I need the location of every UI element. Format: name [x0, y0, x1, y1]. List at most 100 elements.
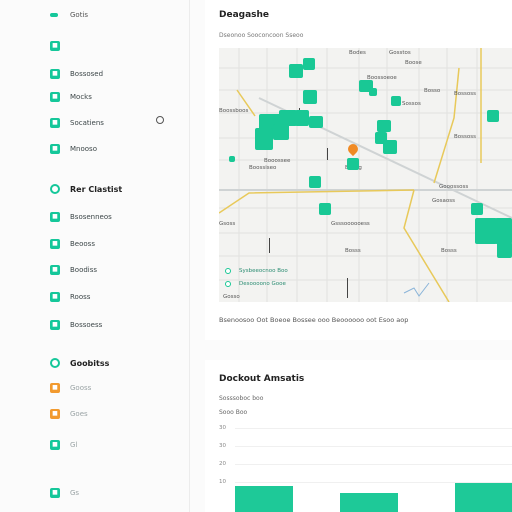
section2-item-label: Gs [70, 489, 80, 497]
section-item-label: Beooss [70, 240, 95, 248]
location-marker[interactable] [369, 88, 377, 96]
location-marker[interactable] [309, 116, 323, 128]
section-item-1[interactable]: ■ Beooss [50, 238, 95, 250]
map-label: Gsoss [219, 221, 236, 227]
y-tick-label: 30 [219, 443, 226, 449]
location-marker[interactable] [279, 110, 297, 126]
location-marker[interactable] [295, 110, 309, 126]
location-marker[interactable] [303, 58, 315, 70]
section-item-2[interactable]: ■ Boodiss [50, 264, 97, 276]
map-label: Bossoss [454, 91, 476, 97]
sidebar-item-label: Socatiens [70, 119, 104, 127]
location-marker[interactable] [497, 242, 512, 258]
bar[interactable] [340, 492, 398, 512]
location-marker[interactable] [391, 96, 401, 106]
section-title: Rer Clastist [70, 184, 123, 194]
section-item-label: Bossoess [70, 321, 103, 329]
location-marker[interactable] [255, 128, 273, 150]
sidebar-item-1[interactable]: ■ Bossosed [50, 68, 103, 80]
gridline [235, 464, 512, 465]
section-item-3[interactable]: ■ Rooss [50, 291, 90, 303]
section2-item-label: Gl [70, 441, 78, 449]
section-item-label: Bsosenneos [70, 213, 112, 221]
stats-panel: Dockout Amsatis Sosssoboc boo Sooo Boo 3… [205, 360, 512, 512]
section2-item-3[interactable]: ■ Gs [50, 487, 79, 499]
stat-text: Sosssoboc boo [219, 395, 264, 402]
square-icon: ■ [50, 409, 60, 419]
stats-title: Dockout Amsatis [219, 374, 305, 384]
section2-title: Goobitss [70, 358, 110, 368]
location-marker[interactable] [471, 203, 483, 215]
sidebar-top-label: Gotis [70, 11, 89, 19]
legend-item: Desoooono Gooe [225, 281, 286, 287]
square-icon: ■ [50, 292, 60, 302]
map-label: Boossboos [219, 108, 249, 114]
location-marker[interactable] [273, 124, 289, 140]
map-label: Sossos [402, 101, 421, 107]
square-icon: ■ [50, 92, 60, 102]
section-item-4[interactable]: ■ Bossoess [50, 319, 102, 331]
section2-item-1[interactable]: ■ Goes [50, 408, 88, 420]
square-icon: ■ [50, 440, 60, 450]
circle-icon [50, 184, 60, 194]
section2-item-2[interactable]: ■ Gl [50, 439, 77, 451]
location-marker[interactable] [347, 158, 359, 170]
bar[interactable] [455, 483, 512, 512]
stat-text: Sooo Boo [219, 409, 248, 416]
map-caption: Bsenoosoo Oot Boeoe Bossee ooo Beoooooo … [219, 316, 409, 324]
circle-icon [50, 358, 60, 368]
map-label: Bodes [349, 50, 366, 56]
square-icon: ■ [50, 383, 60, 393]
map-label: Gosstos [389, 50, 411, 56]
y-tick-label: 30 [219, 425, 226, 431]
section2-item-label: Goes [70, 410, 88, 418]
section-item-label: Rooss [70, 293, 91, 301]
legend-dot-icon [225, 268, 231, 274]
section2-item-0[interactable]: ■ Gooss [50, 382, 91, 394]
sidebar-item-label: Mocks [70, 93, 92, 101]
sidebar-item-3[interactable]: ■ Socatiens [50, 117, 104, 129]
map-view[interactable]: Bodes Gosstos Boose Boossoeoe Sossos Boo… [219, 48, 512, 302]
sidebar-item-4[interactable]: ■ Mnooso [50, 143, 97, 155]
bar[interactable] [235, 486, 293, 512]
square-icon: ■ [50, 320, 60, 330]
map-panel: Deagashe Dseonoo Sooconcoon Sseoo [205, 0, 512, 340]
location-marker[interactable] [495, 218, 512, 244]
map-label: Boose [405, 60, 422, 66]
location-marker[interactable] [475, 218, 497, 244]
location-marker[interactable] [487, 110, 499, 122]
sidebar: Gotis ■ ■ Bossosed ■ Mocks ■ Socatiens ■… [0, 0, 190, 512]
map-label: Gsssoooooess [331, 221, 370, 227]
section-item-0[interactable]: ■ Bsosenneos [50, 211, 112, 223]
toggle-icon[interactable] [50, 13, 58, 17]
sidebar-item-label: Bossosed [70, 70, 104, 78]
sidebar-section2-header[interactable]: Goobitss [50, 357, 109, 369]
sidebar-item-0[interactable]: ■ [50, 40, 70, 52]
legend-dot-icon [225, 281, 231, 287]
legend-item: Sysbeeocnoo Boo [225, 268, 288, 274]
location-marker[interactable] [319, 203, 331, 215]
map-label: Bosss [345, 248, 361, 254]
location-marker[interactable] [229, 156, 235, 162]
circle-icon[interactable] [156, 116, 164, 124]
page-title: Deagashe [219, 10, 270, 20]
location-marker[interactable] [289, 64, 303, 78]
y-tick-label: 20 [219, 461, 226, 467]
gridline [235, 482, 512, 483]
sidebar-item-label: Mnooso [70, 145, 97, 153]
gridline [235, 428, 512, 429]
location-marker[interactable] [383, 140, 397, 154]
location-marker[interactable] [303, 90, 317, 104]
location-marker[interactable] [377, 120, 391, 132]
square-icon: ■ [50, 265, 60, 275]
location-marker[interactable] [309, 176, 321, 188]
sidebar-section-header[interactable]: Rer Clastist [50, 183, 122, 195]
square-icon: ■ [50, 239, 60, 249]
sidebar-item-2[interactable]: ■ Mocks [50, 91, 92, 103]
map-label: Gosso [223, 294, 240, 300]
map-label: Boossoeoe [367, 75, 397, 81]
square-icon: ■ [50, 212, 60, 222]
map-label: Boossiseo [249, 165, 277, 171]
y-tick-label: 10 [219, 479, 226, 485]
section-item-label: Boodiss [70, 266, 98, 274]
